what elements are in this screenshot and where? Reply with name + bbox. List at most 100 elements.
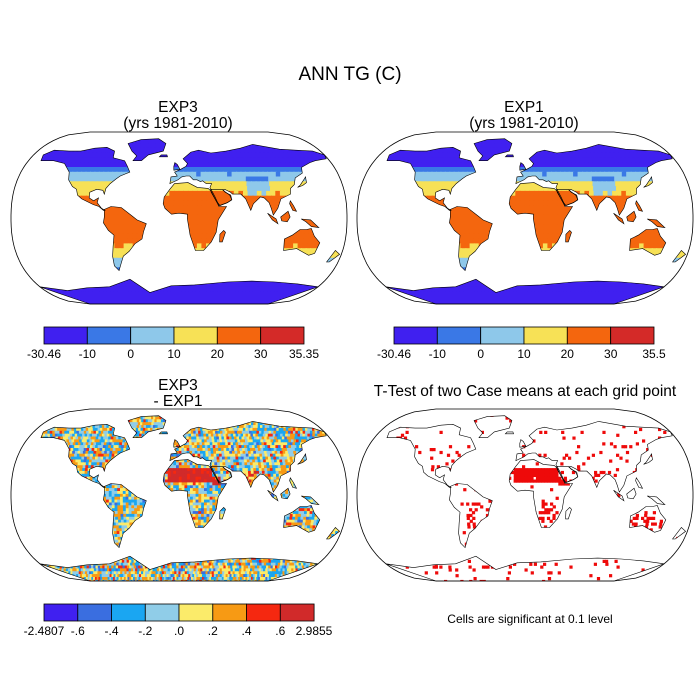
- grid-cell: [226, 167, 232, 173]
- grid-cell: [101, 152, 107, 159]
- grid-cell: [197, 200, 203, 206]
- grid-cell: [171, 296, 177, 302]
- grid-cell: [399, 147, 405, 154]
- grid-cell: [122, 224, 129, 230]
- grid-cell: [209, 171, 215, 178]
- grid-cell: [195, 291, 202, 297]
- grid-cell: [268, 281, 275, 288]
- grid-cell: [199, 157, 205, 163]
- grid-cell: [251, 181, 257, 187]
- grid-cell: [127, 214, 133, 221]
- grid-cell: [66, 176, 72, 182]
- grid-cell: [504, 147, 511, 154]
- grid-cell: [199, 162, 206, 168]
- grid-cell: [279, 147, 286, 154]
- grid-cell: [473, 229, 479, 235]
- grid-cell: [533, 171, 539, 178]
- coastline-borneo: [280, 210, 291, 223]
- grid-cell: [435, 152, 441, 159]
- grid-cell: [632, 176, 638, 182]
- grid-cell: [121, 286, 127, 292]
- grid-cell: [433, 186, 439, 192]
- grid-cell: [266, 200, 273, 206]
- grid-cell: [200, 296, 207, 302]
- panel-exp1-title: EXP1: [504, 99, 544, 116]
- grid-cell: [584, 286, 590, 292]
- grid-cell: [100, 147, 106, 154]
- grid-cell: [464, 238, 471, 245]
- grid-cell: [136, 157, 143, 163]
- grid-cell: [206, 291, 213, 297]
- grid-cell: [614, 286, 621, 292]
- grid-cell: [566, 200, 572, 206]
- grid-cell: [520, 181, 526, 187]
- grid-cell: [148, 296, 154, 302]
- grid-cell: [619, 181, 626, 187]
- grid-cell: [448, 176, 454, 182]
- grid-cell: [213, 291, 220, 297]
- grid-cell: [598, 195, 605, 202]
- grid-cell: [78, 157, 84, 163]
- grid-cell: [243, 296, 249, 302]
- grid-cell: [627, 176, 634, 182]
- grid-cell: [641, 152, 648, 159]
- grid-cell: [561, 205, 568, 211]
- grid-cell: [104, 224, 110, 230]
- grid-cell: [192, 186, 198, 192]
- grid-cell: [524, 186, 530, 192]
- grid-cell: [237, 281, 243, 288]
- grid-cell: [203, 157, 209, 163]
- grid-cell: [110, 286, 116, 292]
- grid-cell: [422, 171, 429, 178]
- grid-cell: [279, 190, 286, 197]
- grid-cell: [628, 157, 635, 163]
- grid-cell: [465, 248, 471, 254]
- grid-cell: [187, 219, 194, 225]
- grid-cell: [177, 296, 184, 302]
- grid-cell: [77, 186, 84, 192]
- grid-cell: [469, 243, 476, 249]
- grid-cell: [289, 162, 295, 168]
- grid-cell: [152, 143, 158, 149]
- grid-cell: [573, 286, 579, 292]
- grid-cell: [437, 167, 443, 173]
- grid-cell: [297, 162, 304, 168]
- grid-cell: [453, 157, 459, 163]
- grid-cell: [111, 257, 118, 264]
- grid-cell: [447, 162, 453, 168]
- grid-cell: [255, 181, 262, 187]
- grid-cell: [589, 167, 596, 173]
- grid-cell: [224, 291, 230, 297]
- grid-cell: [439, 152, 445, 159]
- grid-cell: [248, 205, 254, 211]
- grid-cell: [595, 286, 602, 292]
- grid-cell: [190, 152, 196, 159]
- grid-cell: [477, 147, 483, 154]
- grid-cell: [122, 214, 129, 221]
- grid-cell: [554, 162, 560, 168]
- grid-cell: [442, 186, 448, 192]
- grid-cell: [135, 296, 141, 302]
- grid-cell: [195, 162, 201, 168]
- grid-cell: [204, 167, 211, 173]
- grid-cell: [169, 300, 175, 304]
- grid-cell: [227, 171, 233, 178]
- grid-cell: [418, 152, 425, 159]
- grid-cell: [215, 157, 222, 163]
- grid-cell: [289, 171, 295, 178]
- grid-cell: [191, 162, 197, 168]
- grid-cell: [132, 157, 138, 163]
- grid-cell: [149, 138, 156, 144]
- grid-cell: [424, 167, 430, 173]
- grid-cell: [281, 291, 287, 297]
- grid-cell: [257, 286, 263, 292]
- grid-cell: [246, 181, 252, 187]
- grid-cell: [439, 176, 445, 182]
- grid-cell: [550, 286, 557, 292]
- grid-cell: [529, 200, 535, 206]
- grid-cell: [201, 186, 207, 192]
- grid-cell: [463, 286, 470, 292]
- grid-cell: [454, 167, 461, 173]
- grid-cell: [206, 238, 212, 245]
- grid-cell: [308, 229, 315, 235]
